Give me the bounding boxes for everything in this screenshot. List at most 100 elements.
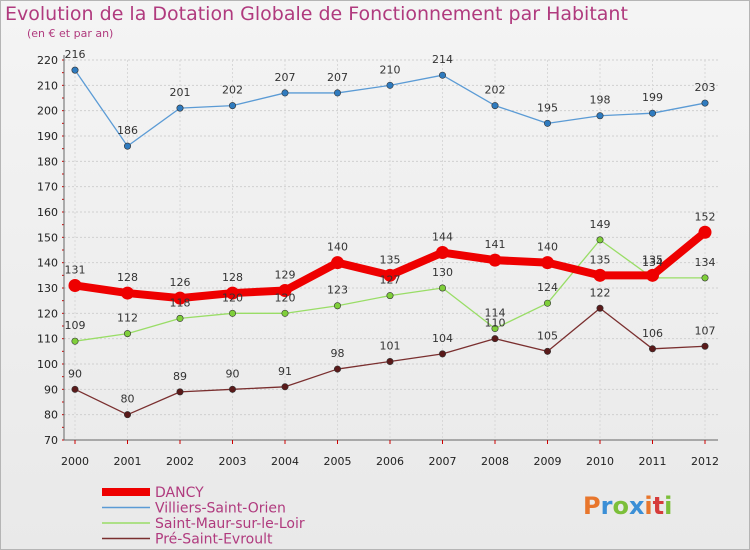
- logo-letter: o: [612, 492, 629, 520]
- data-label: 214: [432, 53, 453, 66]
- data-label: 207: [327, 71, 348, 84]
- y-tick-label: 190: [37, 130, 58, 143]
- x-tick-label: 2012: [691, 455, 719, 468]
- data-point: [596, 112, 604, 120]
- legend-label: Pré-Saint-Evroult: [155, 532, 273, 548]
- data-label: 104: [432, 332, 453, 345]
- data-point: [701, 342, 709, 350]
- data-point: [701, 274, 709, 282]
- y-tick-label: 100: [37, 358, 58, 371]
- data-label: 128: [117, 271, 138, 284]
- data-point: [386, 81, 394, 89]
- data-point: [438, 71, 446, 79]
- logo-letter: i: [664, 492, 673, 520]
- data-label: 201: [170, 86, 191, 99]
- data-label: 203: [695, 81, 716, 94]
- y-tick-label: 120: [37, 307, 58, 320]
- data-label: 186: [117, 124, 138, 137]
- data-label: 114: [485, 307, 506, 320]
- proxiti-logo: Proxiti: [583, 492, 672, 520]
- data-label: 122: [590, 286, 611, 299]
- series-lines: [68, 66, 712, 419]
- data-point: [229, 385, 237, 393]
- data-label: 152: [695, 210, 716, 223]
- data-label: 112: [117, 312, 138, 325]
- y-tick-label: 180: [37, 155, 58, 168]
- data-point: [333, 365, 341, 373]
- x-axis: 2000 2001 2002 2003 2004 2005 2006 2007 2008 2009…: [61, 439, 719, 468]
- data-label: 109: [65, 319, 86, 332]
- data-label: 101: [380, 339, 401, 352]
- data-point: [229, 309, 237, 317]
- data-point: [543, 299, 551, 307]
- data-point: [491, 325, 499, 333]
- data-label: 207: [275, 71, 296, 84]
- y-tick-label: 150: [37, 231, 58, 244]
- data-point: [593, 268, 607, 282]
- data-label: 118: [170, 296, 191, 309]
- logo-letter: x: [628, 492, 645, 520]
- y-tick-label: 160: [37, 206, 58, 219]
- legend-label: DANCY: [155, 485, 204, 501]
- data-point: [124, 411, 132, 419]
- data-point: [491, 335, 499, 343]
- data-label: 129: [275, 269, 296, 282]
- data-point: [646, 268, 659, 282]
- data-label: 90: [68, 367, 82, 380]
- data-label: 89: [173, 370, 187, 383]
- data-label: 120: [222, 291, 243, 304]
- data-point: [124, 330, 132, 338]
- data-point: [333, 89, 341, 97]
- y-tick-label: 70: [44, 434, 58, 447]
- data-label: 140: [327, 241, 348, 254]
- data-label: 127: [380, 274, 401, 287]
- data-point: [438, 284, 446, 292]
- x-tick-label: 2006: [376, 455, 404, 468]
- data-label: 91: [278, 365, 292, 378]
- x-tick-label: 2002: [166, 455, 194, 468]
- data-label: 106: [642, 327, 663, 340]
- data-label: 126: [170, 276, 191, 289]
- data-point: [278, 284, 292, 298]
- x-tick-label: 2007: [429, 455, 457, 468]
- data-label: 134: [695, 256, 716, 269]
- data-point: [68, 278, 82, 292]
- y-tick-label: 130: [37, 282, 58, 295]
- data-label: 135: [590, 253, 611, 266]
- data-point: [596, 304, 604, 312]
- y-axis: 70 80 90 100 110 120 130 140 150 160 170 180 190 200 2…: [37, 54, 65, 447]
- data-label: 135: [642, 253, 663, 266]
- data-label: 202: [485, 84, 506, 97]
- y-tick-label: 170: [37, 181, 58, 194]
- y-tick-label: 200: [37, 105, 58, 118]
- data-point: [71, 385, 79, 393]
- data-point: [281, 383, 289, 391]
- logo-letter: i: [644, 492, 653, 520]
- data-label: 128: [222, 271, 243, 284]
- data-point: [124, 142, 132, 150]
- data-point: [541, 256, 554, 270]
- data-point: [176, 388, 184, 396]
- grid: [64, 59, 718, 441]
- chart-subtitle: (en € et par an): [27, 27, 114, 40]
- data-point: [698, 225, 712, 239]
- data-point: [121, 286, 134, 300]
- data-point: [176, 104, 184, 112]
- data-point: [71, 66, 79, 74]
- y-tick-label: 110: [37, 333, 58, 346]
- legend: DANCYVilliers-Saint-OrienSaint-Maur-sur-…: [102, 485, 305, 548]
- data-label: 80: [121, 393, 135, 406]
- data-point: [71, 337, 79, 345]
- data-point: [386, 292, 394, 300]
- data-label: 134: [642, 256, 663, 269]
- data-label: 98: [331, 347, 345, 360]
- x-tick-label: 2009: [534, 455, 562, 468]
- data-point: [596, 236, 604, 244]
- data-label: 90: [226, 367, 240, 380]
- data-label: 149: [590, 218, 611, 231]
- x-tick-label: 2011: [639, 455, 667, 468]
- data-label: 140: [537, 241, 558, 254]
- data-point: [226, 286, 239, 300]
- data-label: 120: [275, 291, 296, 304]
